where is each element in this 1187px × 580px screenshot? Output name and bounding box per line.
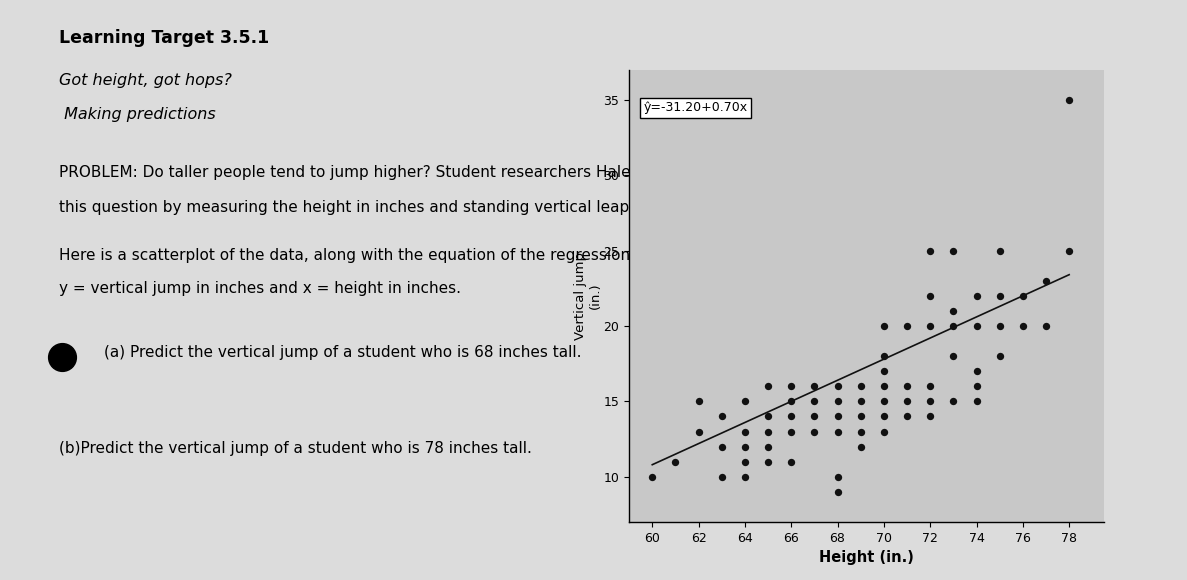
Point xyxy=(782,412,801,421)
Point xyxy=(643,472,662,481)
Point xyxy=(736,397,755,406)
Point xyxy=(875,412,894,421)
Point xyxy=(782,382,801,391)
Text: Learning Target 3.5.1: Learning Target 3.5.1 xyxy=(59,29,269,47)
Point xyxy=(758,412,777,421)
Point xyxy=(875,382,894,391)
Point xyxy=(829,487,848,496)
Text: Here is a scatterplot of the data, along with the equation of the regression lin: Here is a scatterplot of the data, along… xyxy=(59,246,872,263)
Point xyxy=(967,291,986,300)
Point xyxy=(851,397,870,406)
Point xyxy=(690,397,709,406)
Point xyxy=(921,382,940,391)
Point xyxy=(758,382,777,391)
Point xyxy=(1014,321,1033,331)
Point xyxy=(897,321,916,331)
Point xyxy=(829,382,848,391)
Point xyxy=(690,427,709,436)
Point xyxy=(712,472,731,481)
Point xyxy=(829,412,848,421)
Point xyxy=(921,397,940,406)
Point xyxy=(666,457,685,466)
Point xyxy=(875,397,894,406)
Text: Making predictions: Making predictions xyxy=(59,107,216,122)
Point xyxy=(990,321,1009,331)
Point xyxy=(736,442,755,451)
Point xyxy=(897,397,916,406)
Point xyxy=(944,321,963,331)
Point xyxy=(990,351,1009,361)
Text: (a) Predict the vertical jump of a student who is 68 inches tall.: (a) Predict the vertical jump of a stude… xyxy=(104,345,582,360)
Text: PROBLEM: Do taller people tend to jump higher? Student researchers Haley, Jeff, : PROBLEM: Do taller people tend to jump h… xyxy=(59,165,874,180)
Text: y = vertical jump in inches and x = height in inches.: y = vertical jump in inches and x = heig… xyxy=(59,281,462,296)
Point xyxy=(967,397,986,406)
Y-axis label: Vertical jump
(in.): Vertical jump (in.) xyxy=(575,252,602,340)
Point xyxy=(851,412,870,421)
Point xyxy=(944,246,963,255)
Point xyxy=(851,427,870,436)
Point xyxy=(921,412,940,421)
Point xyxy=(897,382,916,391)
Text: ŷ=-31.20+0.70x: ŷ=-31.20+0.70x xyxy=(643,102,748,114)
Point xyxy=(758,457,777,466)
Text: this question by measuring the height in inches and standing vertical leap of 74: this question by measuring the height in… xyxy=(59,200,820,215)
Point xyxy=(829,397,848,406)
Text: (b)Predict the vertical jump of a student who is 78 inches tall.: (b)Predict the vertical jump of a studen… xyxy=(59,441,532,456)
Point xyxy=(990,246,1009,255)
Point xyxy=(921,291,940,300)
Point xyxy=(851,442,870,451)
Point xyxy=(1036,276,1055,285)
Point xyxy=(921,246,940,255)
Point xyxy=(712,442,731,451)
Point xyxy=(875,351,894,361)
Point xyxy=(875,367,894,376)
Point xyxy=(736,457,755,466)
Point xyxy=(805,427,824,436)
Point xyxy=(990,291,1009,300)
Point xyxy=(875,321,894,331)
Point xyxy=(805,412,824,421)
Point xyxy=(758,442,777,451)
Point xyxy=(736,427,755,436)
Point xyxy=(1036,321,1055,331)
Point xyxy=(1014,291,1033,300)
Point xyxy=(829,427,848,436)
Point xyxy=(944,351,963,361)
Point xyxy=(829,472,848,481)
Text: Got height, got hops?: Got height, got hops? xyxy=(59,72,233,88)
Point xyxy=(944,306,963,316)
X-axis label: Height (in.): Height (in.) xyxy=(819,550,914,566)
Point xyxy=(782,427,801,436)
Point xyxy=(944,397,963,406)
Point xyxy=(1060,95,1079,104)
Point xyxy=(967,367,986,376)
Point xyxy=(782,397,801,406)
Point xyxy=(758,427,777,436)
Point xyxy=(782,457,801,466)
Point xyxy=(805,397,824,406)
Point xyxy=(712,412,731,421)
Point xyxy=(805,382,824,391)
Point xyxy=(851,382,870,391)
Point xyxy=(967,321,986,331)
Point xyxy=(875,427,894,436)
Point xyxy=(736,472,755,481)
Point xyxy=(921,321,940,331)
Point xyxy=(967,382,986,391)
Point xyxy=(897,412,916,421)
Point xyxy=(1060,246,1079,255)
